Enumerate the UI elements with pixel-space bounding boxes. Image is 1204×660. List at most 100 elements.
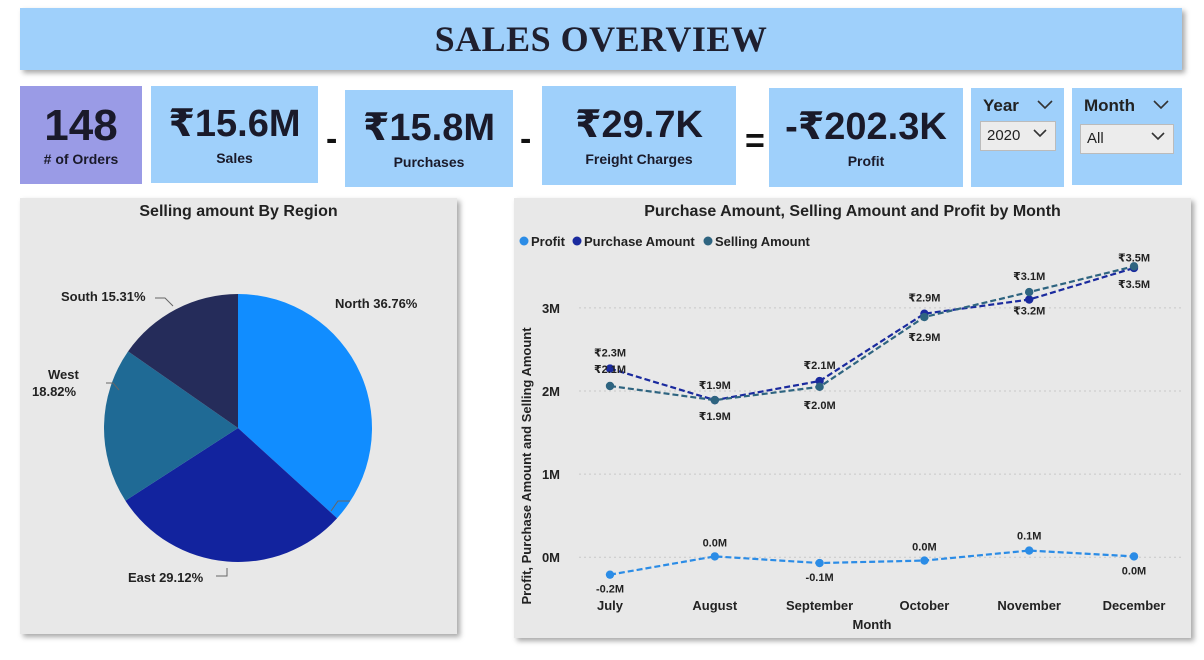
purchases-label: Purchases: [393, 153, 465, 170]
data-point-selling[interactable]: [815, 382, 824, 392]
legend-label-purchase: Purchase Amount: [584, 234, 695, 249]
monthly-line-chart: Profit Purchase Amount Selling Amount Pr…: [519, 234, 1184, 632]
data-label-selling: ₹2.1M: [594, 364, 626, 376]
profit-card: -₹202.3K Profit: [769, 88, 963, 187]
data-label-selling: ₹1.9M: [699, 411, 731, 423]
year-dropdown-value: 2020: [987, 127, 1021, 144]
page-title: SALES OVERVIEW: [434, 19, 768, 59]
data-label-purchase: ₹2.1M: [804, 360, 836, 372]
equals-operator: =: [745, 122, 765, 160]
orders-card: 148 # of Orders: [20, 86, 142, 184]
minus-operator-1: -: [326, 120, 338, 158]
data-point-profit[interactable]: [605, 570, 615, 579]
x-tick-label: September: [786, 598, 853, 613]
year-dropdown[interactable]: 2020: [980, 121, 1056, 151]
pie-label-north: North 36.76%: [335, 296, 418, 311]
data-point-profit[interactable]: [1025, 546, 1034, 555]
data-label-profit: 0.1M: [1017, 531, 1041, 543]
month-dropdown-value: All: [1087, 130, 1104, 147]
pie-chart-title: Selling amount By Region: [139, 203, 338, 220]
pie-slice-south[interactable]: [128, 294, 238, 428]
profit-label: Profit: [847, 152, 885, 169]
year-slicer-label: Year: [983, 96, 1019, 115]
data-point-profit[interactable]: [815, 558, 824, 568]
x-axis-title: Month: [853, 617, 892, 632]
chevron-down-icon[interactable]: [1153, 100, 1169, 110]
data-label-profit: 0.0M: [703, 537, 727, 549]
data-label-purchase: ₹3.2M: [1013, 306, 1045, 318]
legend-dot-selling: [703, 236, 713, 246]
line-chart-title: Purchase Amount, Selling Amount and Prof…: [644, 203, 1061, 220]
data-label-purchase: ₹3.5M: [1118, 279, 1150, 291]
x-tick-label: November: [997, 598, 1061, 613]
x-tick-label: October: [899, 598, 949, 613]
freight-value: ₹29.7K: [575, 103, 703, 146]
orders-label: # of Orders: [43, 151, 119, 167]
chevron-down-icon: [1033, 129, 1047, 138]
y-tick-label: 2M: [542, 384, 560, 399]
series-line-selling[interactable]: [609, 265, 1135, 402]
chevron-down-icon[interactable]: [1037, 100, 1053, 110]
legend-label-selling: Selling Amount: [715, 234, 811, 249]
data-point-purchase[interactable]: [605, 364, 615, 373]
region-pie-panel: Selling amount By Region North 36.76% Ea…: [20, 198, 457, 634]
data-point-selling[interactable]: [920, 312, 929, 322]
pie-slice-north[interactable]: [238, 294, 372, 519]
year-slicer[interactable]: Year 2020: [971, 88, 1064, 187]
leader-line-north: [330, 500, 350, 512]
legend-label-profit: Profit: [531, 234, 566, 249]
leader-line-west: [106, 382, 120, 391]
data-point-selling[interactable]: [710, 395, 719, 405]
pie-slice-west[interactable]: [103, 351, 238, 501]
sales-label: Sales: [216, 149, 253, 166]
y-axis-title: Profit, Purchase Amount and Selling Amou…: [519, 327, 534, 605]
pie-label-west-name: West: [48, 367, 79, 382]
monthly-line-panel: Purchase Amount, Selling Amount and Prof…: [514, 198, 1191, 638]
data-label-profit: -0.1M: [806, 572, 834, 584]
y-tick-label: 1M: [542, 467, 560, 482]
month-slicer[interactable]: Month All: [1072, 88, 1182, 185]
x-tick-label: July: [597, 598, 624, 613]
data-point-selling[interactable]: [605, 381, 615, 391]
data-point-purchase[interactable]: [815, 376, 824, 386]
sales-card: ₹15.6M Sales: [151, 86, 318, 183]
pie-label-south: South 15.31%: [61, 289, 146, 304]
month-dropdown[interactable]: All: [1080, 124, 1174, 154]
y-tick-label: 3M: [542, 301, 560, 316]
month-slicer-label: Month: [1084, 96, 1135, 115]
profit-value: -₹202.3K: [785, 105, 947, 148]
data-label-selling: ₹3.1M: [1013, 271, 1045, 283]
x-tick-label: August: [692, 598, 737, 613]
purchases-card: ₹15.8M Purchases: [345, 90, 513, 187]
leader-line-east: [216, 568, 228, 577]
minus-operator-2: -: [520, 120, 532, 158]
data-label-selling: ₹3.5M: [1118, 252, 1150, 264]
series-line-purchase[interactable]: [609, 266, 1135, 402]
freight-card: ₹29.7K Freight Charges: [542, 86, 736, 185]
data-label-selling: ₹2.9M: [908, 332, 940, 344]
data-point-selling[interactable]: [1025, 287, 1034, 297]
data-label-purchase: ₹2.3M: [594, 348, 626, 360]
orders-value: 148: [44, 101, 118, 150]
purchases-value: ₹15.8M: [362, 106, 496, 149]
data-point-profit[interactable]: [920, 556, 929, 565]
series-line-profit[interactable]: [609, 549, 1135, 576]
data-label-profit: -0.2M: [596, 584, 624, 596]
data-point-profit[interactable]: [710, 552, 719, 561]
header-banner: SALES OVERVIEW: [20, 8, 1182, 70]
freight-label: Freight Charges: [585, 150, 693, 167]
pie-label-west-pct: 18.82%: [32, 384, 77, 399]
data-point-selling[interactable]: [1129, 262, 1139, 271]
chart-legend: Profit Purchase Amount Selling Amount: [519, 234, 811, 249]
legend-dot-profit: [519, 236, 529, 246]
leader-line-south: [155, 297, 174, 307]
y-tick-label: 0M: [542, 550, 560, 565]
data-label-profit: 0.0M: [912, 542, 936, 554]
x-tick-label: December: [1103, 598, 1166, 613]
data-point-purchase[interactable]: [1025, 295, 1034, 304]
legend-dot-purchase: [572, 236, 582, 246]
pie-label-east: East 29.12%: [128, 570, 204, 585]
data-point-profit[interactable]: [1129, 552, 1139, 561]
pie-slice-east[interactable]: [125, 428, 338, 562]
data-label-selling: ₹2.0M: [804, 400, 836, 412]
